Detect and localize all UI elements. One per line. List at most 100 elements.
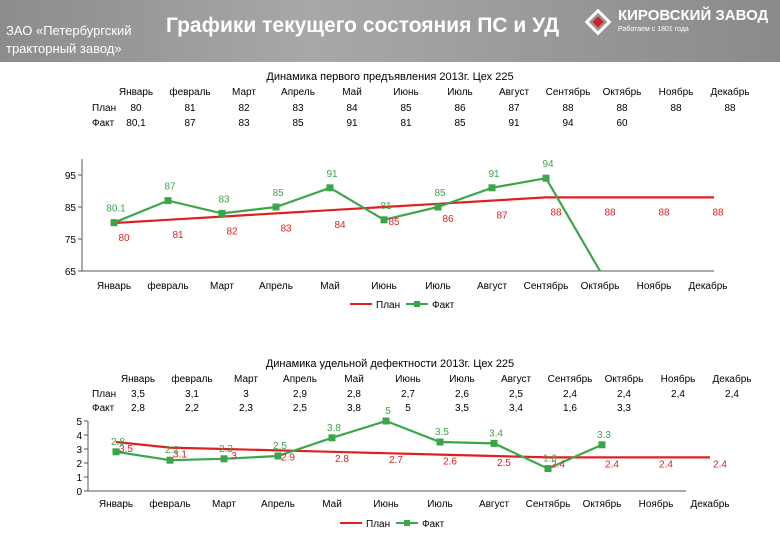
y-tick-label: 5 bbox=[76, 417, 82, 428]
table-month-header: Март bbox=[234, 374, 258, 385]
fact-point bbox=[218, 209, 226, 217]
table-plan-cell: 88 bbox=[670, 103, 682, 114]
table-fact-cell: 3,8 bbox=[347, 403, 361, 414]
y-tick-label: 3 bbox=[76, 445, 82, 456]
table-fact-cell: 85 bbox=[454, 118, 466, 129]
table-month-header: Октябрь bbox=[603, 86, 642, 98]
table-month-header: Сентябрь bbox=[548, 373, 593, 385]
table-fact-cell: 85 bbox=[292, 118, 304, 129]
fact-data-label: 83 bbox=[218, 194, 230, 205]
table-row-label: Факт bbox=[92, 403, 115, 414]
plan-data-label: 88 bbox=[550, 207, 562, 218]
table-month-header: Август bbox=[501, 374, 532, 385]
x-tick-label: февраль bbox=[149, 498, 190, 510]
fact-point bbox=[274, 452, 282, 460]
y-tick-label: 2 bbox=[76, 459, 82, 470]
y-tick-label: 95 bbox=[65, 171, 77, 182]
table-fact-cell: 94 bbox=[562, 118, 574, 129]
table-plan-cell: 2,8 bbox=[347, 389, 361, 400]
table-plan-cell: 2,4 bbox=[725, 389, 739, 400]
table-month-header: Январь bbox=[119, 87, 153, 98]
y-tick-label: 1 bbox=[76, 473, 82, 484]
x-tick-label: Сентябрь bbox=[524, 280, 569, 292]
plan-data-label: 82 bbox=[226, 227, 238, 238]
plan-data-label: 3.1 bbox=[173, 450, 187, 461]
fact-point bbox=[598, 441, 606, 449]
plan-data-label: 83 bbox=[280, 223, 292, 234]
table-month-header: Сентябрь bbox=[546, 86, 591, 98]
fact-point bbox=[110, 219, 118, 227]
table-month-header: Май bbox=[344, 374, 364, 385]
x-tick-label: Ноябрь bbox=[637, 280, 672, 292]
table-fact-cell: 91 bbox=[508, 118, 520, 129]
table-month-header: Июль bbox=[447, 87, 473, 98]
fact-point bbox=[434, 203, 442, 211]
fact-data-label: 3.3 bbox=[597, 430, 611, 441]
x-tick-label: Январь bbox=[97, 281, 131, 292]
table-fact-cell: 5 bbox=[405, 403, 411, 414]
table-plan-cell: 82 bbox=[238, 103, 250, 114]
plan-data-label: 3 bbox=[231, 451, 237, 462]
x-tick-label: Декабрь bbox=[691, 498, 730, 510]
fact-point bbox=[220, 455, 228, 463]
fact-point bbox=[328, 434, 336, 442]
table-fact-cell: 2,8 bbox=[131, 403, 145, 414]
table-plan-cell: 84 bbox=[346, 103, 358, 114]
fact-data-label: 3.4 bbox=[489, 428, 503, 439]
page-header: ЗАО «Петербургский тракторный завод» Гра… bbox=[0, 0, 780, 62]
fact-data-label: 81 bbox=[380, 201, 392, 212]
table-month-header: Март bbox=[232, 87, 256, 98]
x-tick-label: Апрель bbox=[261, 499, 295, 510]
table-plan-cell: 85 bbox=[400, 103, 412, 114]
table-fact-cell: 81 bbox=[400, 118, 412, 129]
plan-data-label: 2.4 bbox=[713, 459, 727, 470]
first-presentation-chart: Динамика первого предъявления 2013г. Цех… bbox=[65, 71, 750, 311]
table-month-header: Декабрь bbox=[711, 86, 750, 98]
fact-data-label: 94 bbox=[542, 159, 554, 170]
fact-data-label: 1.6 bbox=[543, 454, 557, 465]
table-plan-cell: 81 bbox=[184, 103, 196, 114]
table-plan-cell: 2,4 bbox=[563, 389, 577, 400]
x-tick-label: Сентябрь bbox=[526, 498, 571, 510]
x-tick-label: Май bbox=[320, 281, 340, 292]
table-plan-cell: 2,6 bbox=[455, 389, 469, 400]
x-tick-label: Июнь bbox=[371, 281, 396, 292]
plan-data-label: 2.7 bbox=[389, 455, 403, 466]
plan-data-label: 85 bbox=[388, 217, 400, 228]
plan-series-line bbox=[115, 440, 710, 459]
fact-point bbox=[544, 465, 552, 473]
table-plan-cell: 2,4 bbox=[617, 389, 631, 400]
table-fact-cell: 2,3 bbox=[239, 403, 253, 414]
fact-point bbox=[436, 438, 444, 446]
table-month-header: Январь bbox=[121, 374, 155, 385]
fact-data-label: 85 bbox=[434, 188, 446, 199]
fact-data-label: 2.8 bbox=[111, 437, 125, 448]
fact-data-label: 5 bbox=[385, 406, 391, 417]
plan-data-label: 2.4 bbox=[659, 459, 673, 470]
x-tick-label: Ноябрь bbox=[639, 498, 674, 510]
legend-fact-marker bbox=[404, 520, 410, 526]
x-tick-label: Январь bbox=[99, 499, 133, 510]
fact-data-label: 91 bbox=[488, 169, 500, 180]
legend-fact-label: Факт bbox=[422, 519, 445, 530]
y-tick-label: 65 bbox=[65, 267, 77, 278]
fact-point bbox=[490, 439, 498, 447]
fact-point bbox=[488, 184, 496, 192]
plan-data-label: 88 bbox=[712, 207, 724, 218]
x-tick-label: Октябрь bbox=[583, 498, 622, 510]
table-fact-cell: 83 bbox=[238, 118, 250, 129]
company-name: ЗАО «Петербургский тракторный завод» bbox=[6, 23, 132, 56]
fact-data-label: 2.3 bbox=[219, 444, 233, 455]
plan-data-label: 81 bbox=[172, 230, 184, 241]
logo-name: КИРОВСКИЙ ЗАВОД bbox=[618, 7, 769, 24]
logo-diamond-icon bbox=[584, 8, 612, 36]
table-plan-cell: 80 bbox=[130, 103, 142, 114]
plan-data-label: 2.9 bbox=[281, 452, 295, 463]
table-plan-cell: 3,1 bbox=[185, 389, 199, 400]
y-tick-label: 4 bbox=[76, 431, 82, 442]
table-fact-cell: 3,4 bbox=[509, 403, 523, 414]
plan-data-label: 2.5 bbox=[497, 458, 511, 469]
plan-data-label: 2.4 bbox=[551, 459, 565, 470]
fact-point bbox=[380, 216, 388, 224]
fact-series-line bbox=[113, 176, 601, 272]
